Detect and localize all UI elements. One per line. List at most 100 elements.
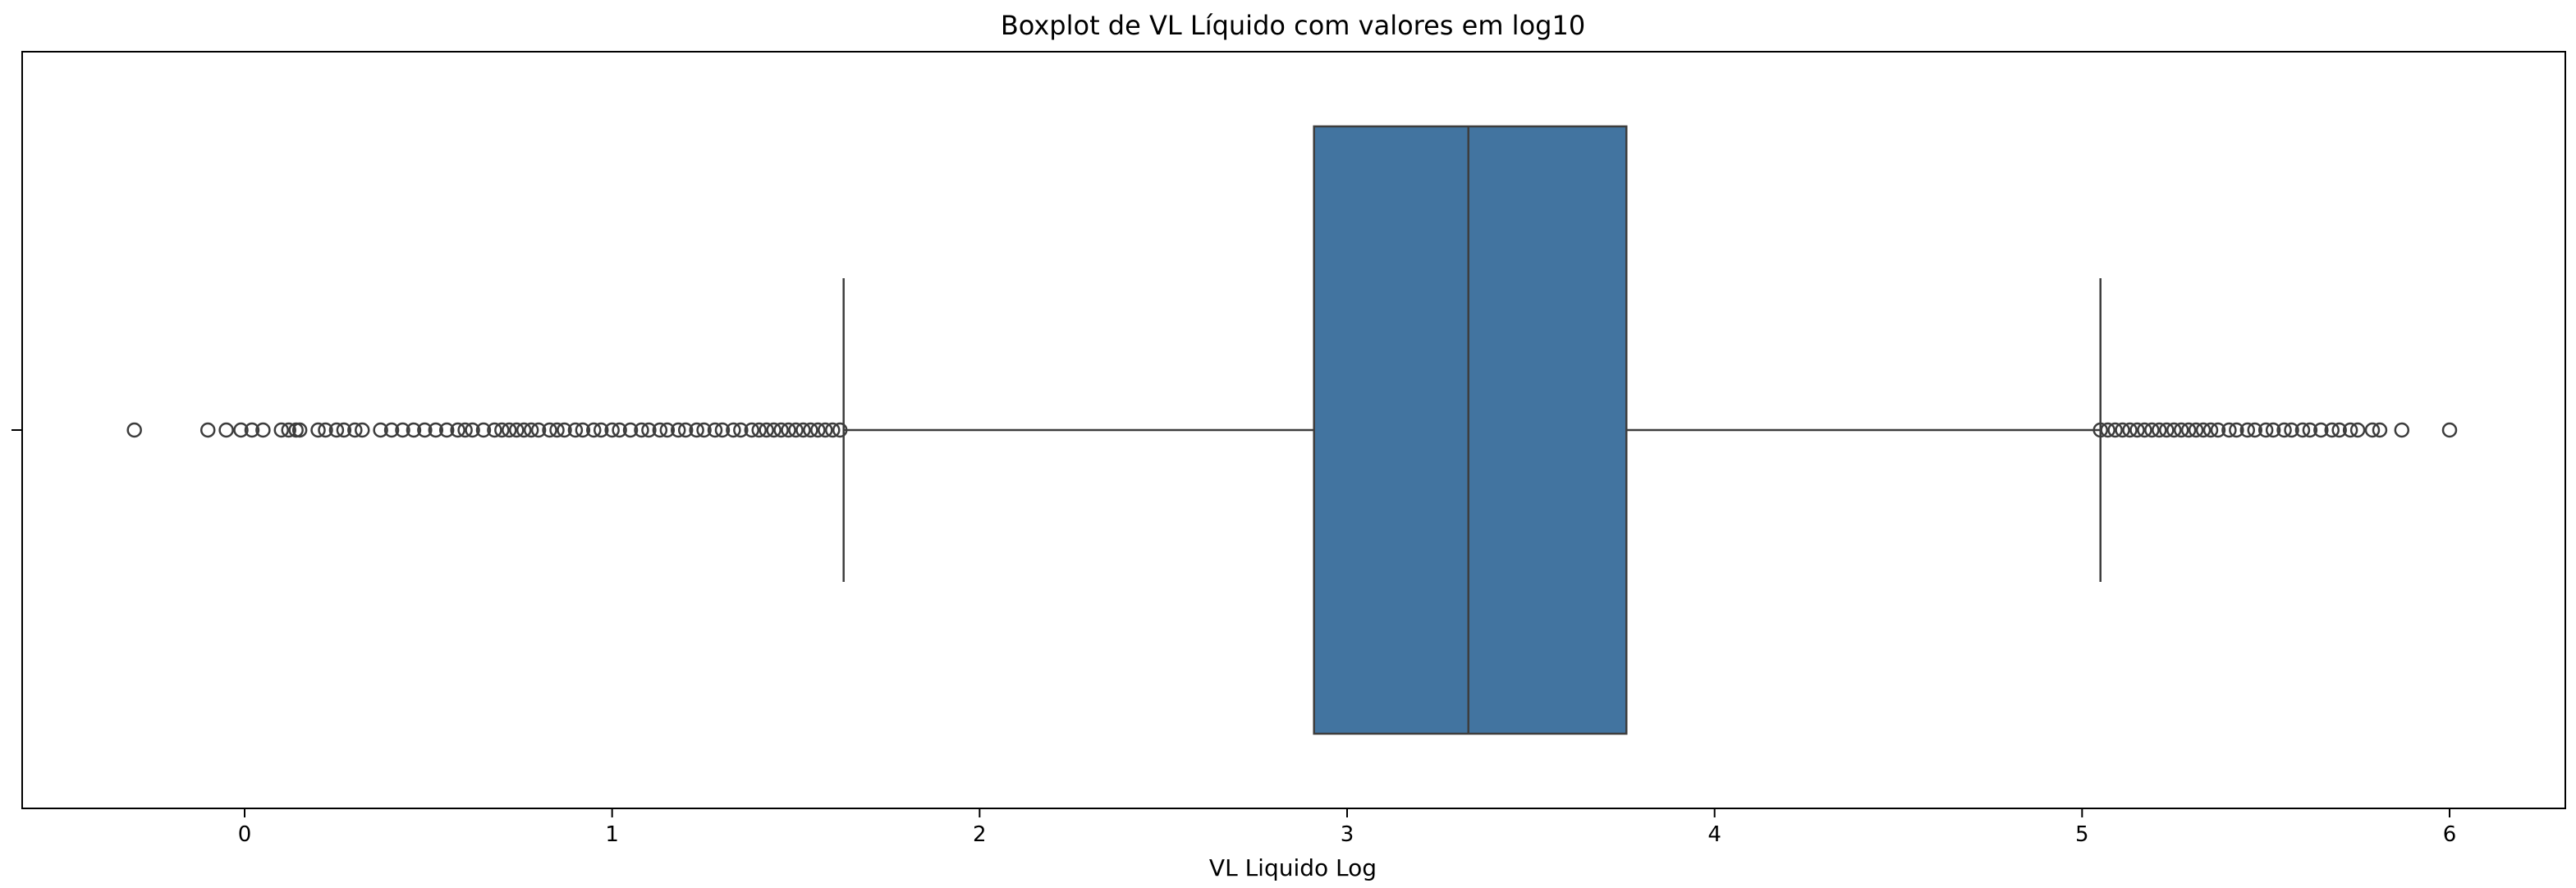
outlier-point <box>355 422 370 438</box>
outlier-point <box>726 422 741 438</box>
outlier-point <box>586 422 602 438</box>
outlier-point <box>2188 422 2204 438</box>
x-tick-label: 3 <box>1341 822 1354 847</box>
outlier-point <box>744 422 760 438</box>
outlier-point <box>714 422 731 438</box>
outlier-point <box>281 422 296 438</box>
outlier-point <box>2239 422 2256 438</box>
outlier-point <box>475 422 492 438</box>
outlier-point <box>502 422 517 438</box>
outlier-point <box>670 422 686 438</box>
outlier-point <box>751 422 767 438</box>
outlier-point <box>2159 422 2175 438</box>
outlier-point <box>487 422 502 438</box>
outlier-point <box>781 422 796 438</box>
outlier-point <box>2342 422 2358 438</box>
outlier-point <box>450 422 465 438</box>
outlier-point <box>310 422 326 438</box>
outlier-point <box>2115 422 2130 438</box>
outlier-point <box>457 422 473 438</box>
outlier-point <box>2331 422 2347 438</box>
outlier-point <box>523 422 539 438</box>
outlier-point <box>818 422 833 438</box>
outlier-point <box>2257 422 2274 438</box>
outlier-point <box>2173 422 2189 438</box>
outlier-point <box>557 422 572 438</box>
outlier-point <box>2129 422 2145 438</box>
outlier-point <box>652 422 668 438</box>
outlier-point <box>759 422 774 438</box>
outlier-point <box>622 422 639 438</box>
outlier-point <box>2364 422 2381 438</box>
outlier-point <box>593 422 609 438</box>
outlier-point <box>406 422 422 438</box>
outlier-point <box>677 422 694 438</box>
outlier-point <box>2221 422 2237 438</box>
outlier-point <box>244 422 260 438</box>
outlier-point <box>509 422 525 438</box>
outlier-point <box>567 422 584 438</box>
outlier-point <box>810 422 826 438</box>
outlier-points <box>126 422 2458 438</box>
outlier-point <box>2137 422 2152 438</box>
outlier-point <box>347 422 363 438</box>
outlier-point <box>549 422 565 438</box>
outlier-point <box>2202 422 2219 438</box>
x-tick-label: 2 <box>973 822 987 847</box>
outlier-point <box>2324 422 2340 438</box>
outlier-point <box>803 422 818 438</box>
outlier-point <box>2276 422 2292 438</box>
outlier-point <box>126 422 142 438</box>
interquartile-box <box>1313 125 1628 735</box>
outlier-point <box>773 422 789 438</box>
outlier-point <box>689 422 704 438</box>
outlier-point <box>2122 422 2138 438</box>
outlier-point <box>2229 422 2244 438</box>
outlier-point <box>2294 422 2311 438</box>
outlier-point <box>604 422 620 438</box>
outlier-point <box>2144 422 2160 438</box>
outlier-point <box>494 422 510 438</box>
outlier-point <box>318 422 333 438</box>
outlier-point <box>788 422 804 438</box>
outlier-point <box>575 422 591 438</box>
outlier-point <box>233 422 249 438</box>
outlier-point <box>832 422 848 438</box>
outlier-point <box>373 422 388 438</box>
x-tick-label: 4 <box>1707 822 1721 847</box>
outlier-point <box>2265 422 2281 438</box>
outlier-point <box>2100 422 2115 438</box>
outlier-point <box>2180 422 2197 438</box>
outlier-point <box>516 422 532 438</box>
outlier-point <box>417 422 433 438</box>
outlier-point <box>2247 422 2262 438</box>
x-axis-ticks: 0 1 2 3 4 5 6 <box>238 808 2456 847</box>
outlier-point <box>328 422 345 438</box>
outlier-point <box>766 422 782 438</box>
box-plot <box>842 125 2102 735</box>
outlier-point <box>2166 422 2182 438</box>
x-tick-label: 0 <box>238 822 252 847</box>
x-axis-label: VL Liquido Log <box>1209 854 1377 881</box>
x-tick-label: 5 <box>2075 822 2089 847</box>
outlier-point <box>199 422 216 438</box>
outlier-point <box>383 422 400 438</box>
outlier-point <box>255 422 271 438</box>
outlier-point <box>395 422 410 438</box>
outlier-point <box>2372 422 2388 438</box>
outlier-point <box>641 422 657 438</box>
outlier-point <box>2107 422 2123 438</box>
outlier-point <box>659 422 676 438</box>
outlier-point <box>612 422 627 438</box>
outlier-point <box>2441 422 2458 438</box>
outlier-point <box>634 422 649 438</box>
outlier-point <box>733 422 749 438</box>
outlier-point <box>542 422 557 438</box>
outlier-point <box>291 422 308 438</box>
outlier-point <box>530 422 547 438</box>
outlier-point <box>2394 422 2410 438</box>
outlier-point <box>2092 422 2108 438</box>
outlier-point <box>696 422 712 438</box>
outlier-point <box>438 422 455 438</box>
